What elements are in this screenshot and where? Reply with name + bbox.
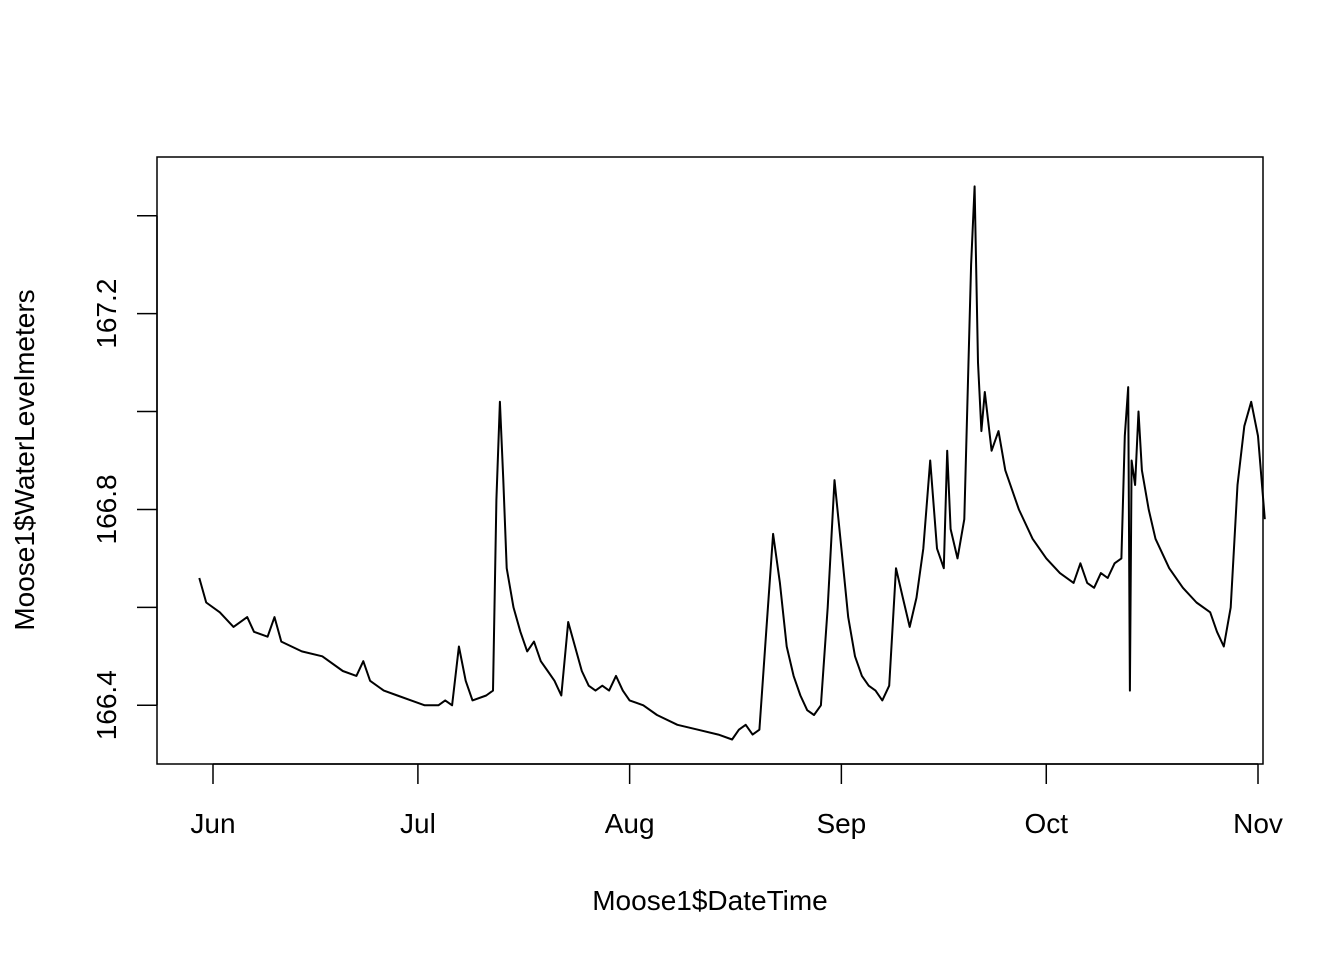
x-tick-label: Jul [400,808,436,839]
y-tick-label: 167.2 [91,279,122,349]
y-tick-label: 166.8 [91,474,122,544]
y-axis-title: Moose1$WaterLevelmeters [9,289,40,630]
x-tick-label: Oct [1024,808,1068,839]
x-tick-label: Nov [1233,808,1283,839]
y-tick-label: 166.4 [91,670,122,740]
x-tick-label: Aug [605,808,655,839]
x-tick-label: Sep [816,808,866,839]
x-axis: Jun Jul Aug Sep Oct Nov [190,763,1283,839]
x-axis-title: Moose1$DateTime [592,885,828,916]
y-axis: 166.4 166.8 167.2 [91,214,158,740]
series-line [198,185,1266,741]
plot-frame [156,156,1264,765]
x-tick-label: Jun [190,808,235,839]
